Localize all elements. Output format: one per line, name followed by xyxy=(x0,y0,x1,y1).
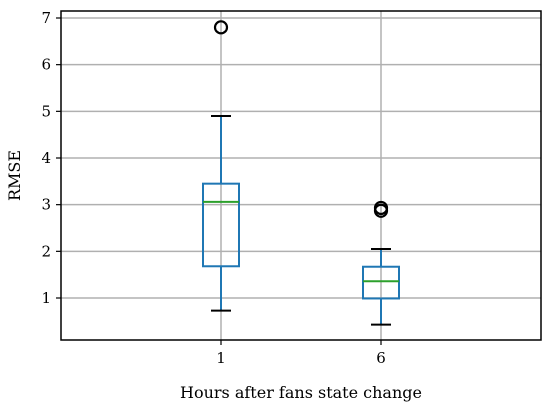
y-tick-label: 3 xyxy=(41,196,51,214)
x-tick-label: 6 xyxy=(376,349,386,367)
y-tick-label: 1 xyxy=(41,289,51,307)
box-iqr xyxy=(202,182,240,268)
outlier-point xyxy=(213,20,229,35)
boxes xyxy=(202,20,400,326)
plot-frame xyxy=(60,10,542,341)
x-axis-label: Hours after fans state change xyxy=(180,383,422,402)
grid xyxy=(61,11,541,340)
outlier-point xyxy=(373,200,389,216)
ticks: 1 2 3 4 5 6 7 1 6 xyxy=(41,9,385,367)
box-iqr xyxy=(362,265,400,300)
y-axis-label: RMSE xyxy=(5,150,24,201)
y-tick-label: 4 xyxy=(41,149,51,167)
x-tick-label: 1 xyxy=(216,349,226,367)
y-tick-label: 5 xyxy=(41,102,51,120)
y-tick-label: 6 xyxy=(41,56,51,74)
y-tick-label: 2 xyxy=(41,242,51,260)
y-tick-label: 7 xyxy=(41,9,51,27)
